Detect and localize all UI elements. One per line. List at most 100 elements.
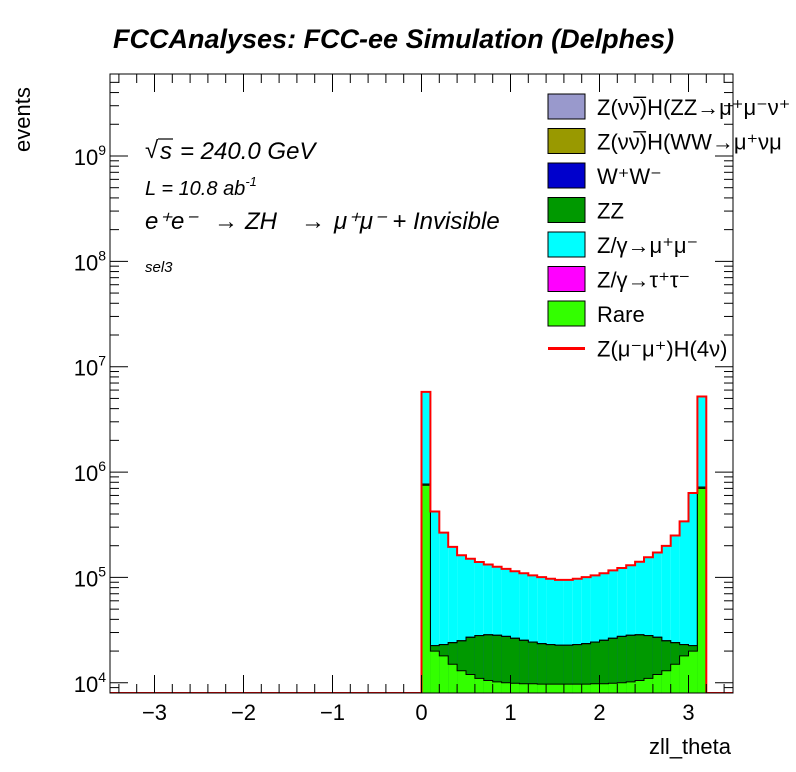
bar-z — [563, 579, 573, 693]
bar-zz — [492, 635, 502, 693]
bar-rare — [572, 684, 582, 693]
bar-z — [617, 568, 627, 693]
x-tick-label: −1 — [320, 700, 345, 725]
bar-rare — [528, 683, 538, 693]
bar-z — [430, 511, 440, 693]
bar-rare — [555, 684, 564, 693]
bar-rare — [546, 684, 555, 693]
bar-z — [492, 566, 502, 693]
legend-label-z-h-zz: Z(νν̅)H(ZZ→μ⁺μ⁻ν⁺ — [597, 95, 790, 120]
bar-rare — [466, 674, 475, 693]
bar-z — [439, 532, 449, 693]
legend: Z(νν̅)H(ZZ→μ⁺μ⁻ν⁺ Z(νν̅)H(WW→μ⁺νμ W⁺W⁻ ZZ Z/… — [547, 93, 790, 362]
bar-zz — [457, 640, 466, 693]
sqrt-s-value: = 240.0 GeV — [180, 138, 317, 165]
bar-z — [670, 535, 680, 693]
bar-rare — [448, 664, 458, 693]
bar-rare — [519, 683, 529, 693]
bar-rare — [439, 655, 449, 693]
bar-zz — [581, 643, 591, 693]
y-tick-label: 106 — [74, 458, 106, 486]
legend-label-rare: Rare — [597, 302, 645, 327]
x-tick-label: 3 — [682, 700, 694, 725]
bar-z — [528, 575, 538, 693]
bar-zz — [528, 642, 538, 693]
bar-zz — [474, 635, 484, 693]
bar-rare — [626, 681, 636, 693]
arrow-glyph-2: → — [301, 208, 325, 235]
bar-rare — [670, 664, 680, 693]
bar-rare — [697, 488, 707, 693]
x-tick-label: −2 — [231, 700, 256, 725]
annotations: √ s = 240.0 GeV L = 10.8 ab-1 e⁺e⁻ → ZH … — [145, 137, 500, 276]
bar-rare — [492, 681, 502, 693]
bar-z — [661, 545, 671, 693]
bar-rare — [688, 651, 698, 693]
legend-swatch-z-h-zz — [547, 93, 586, 120]
bar-rare — [474, 678, 484, 693]
bar-z — [581, 577, 591, 693]
bar-zz — [617, 636, 627, 693]
legend-swatch-z-h-ww — [547, 128, 586, 154]
bar-zz — [555, 645, 564, 693]
bar-zz — [483, 634, 493, 693]
x-tick-label: 2 — [593, 700, 605, 725]
x-tick-label: 0 — [415, 700, 427, 725]
y-tick-label: 108 — [74, 247, 106, 275]
bar-rare — [679, 655, 689, 693]
bar-z — [599, 573, 609, 693]
bar-zz — [537, 643, 547, 693]
bar-zz — [590, 642, 600, 693]
bar-z — [510, 571, 520, 693]
bar-z — [635, 561, 644, 693]
bar-z — [572, 578, 582, 693]
arrow-glyph-1: → — [214, 208, 238, 235]
legend-swatch-zz — [547, 197, 586, 223]
x-tick-label: −3 — [142, 700, 167, 725]
bar-z — [466, 558, 475, 693]
process-rhs: μ⁺μ⁻ + Invisible — [333, 208, 500, 235]
bar-rare — [510, 683, 520, 693]
process-label: e⁺e⁻ → ZH → μ⁺μ⁻ + Invisible — [145, 208, 500, 235]
bar-rare — [608, 683, 618, 693]
bar-rare — [617, 682, 627, 693]
bar-rare — [430, 651, 440, 693]
bar-rare — [590, 683, 600, 693]
bar-z — [457, 555, 466, 693]
bar-z — [679, 521, 689, 693]
bar-zz — [626, 635, 636, 693]
signal-line — [110, 390, 733, 693]
axes: −3 −2 −1 0 1 2 3 104 105 106 107 108 109 — [74, 73, 733, 725]
bar-z — [590, 575, 600, 693]
bar-z — [483, 564, 493, 693]
bar-zz — [466, 637, 475, 693]
process-zh: ZH — [244, 208, 278, 235]
legend-label-z-h-4: Z(μ⁻μ⁺)H(4ν) — [597, 337, 727, 362]
histogram-stack — [110, 390, 733, 693]
bar-z — [546, 578, 555, 693]
bar-z — [501, 568, 511, 693]
bar-zz — [635, 634, 644, 693]
x-tick-label: 1 — [504, 700, 516, 725]
bar-zz — [501, 636, 511, 693]
y-tick-label: 105 — [74, 563, 106, 591]
bar-z — [644, 557, 653, 693]
legend-label-w-w: W⁺W⁻ — [597, 164, 662, 189]
bar-zz — [608, 638, 618, 693]
bar-rare — [421, 485, 431, 693]
chart-title: FCCAnalyses: FCC-ee Simulation (Delphes) — [113, 24, 674, 54]
bar-zz — [519, 640, 529, 693]
bar-rare — [563, 684, 573, 693]
bar-z — [537, 577, 547, 693]
sqrt-s-letter: s — [160, 138, 172, 165]
bar-zz — [599, 640, 609, 693]
y-tick-label: 107 — [74, 353, 106, 381]
bar-zz — [572, 644, 582, 693]
x-axis-label: zll_theta — [649, 734, 732, 759]
bar-rare — [599, 683, 609, 693]
bar-z — [688, 493, 698, 693]
bar-z — [474, 561, 484, 693]
bar-rare — [652, 674, 662, 693]
legend-swatch-z — [547, 231, 586, 258]
bar-rare — [537, 684, 547, 693]
